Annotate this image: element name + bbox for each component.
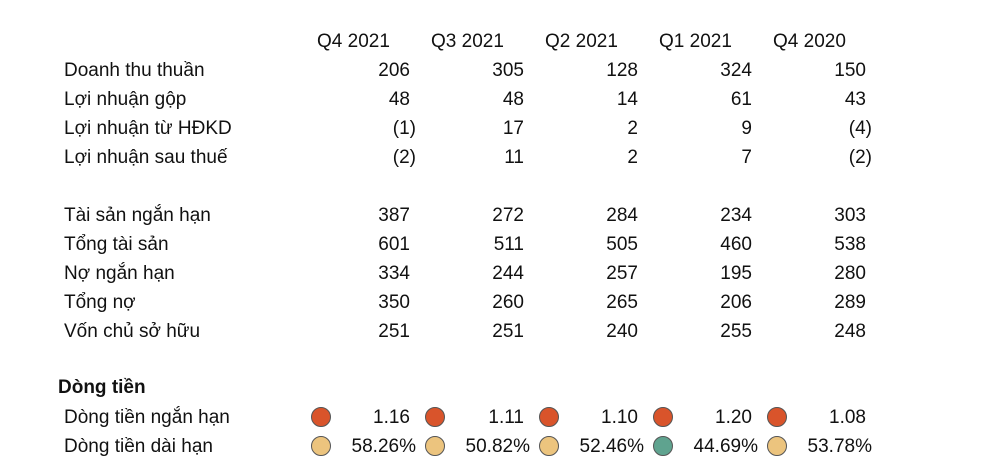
status-indicator-icon	[311, 436, 331, 456]
row-value: 305	[492, 60, 524, 81]
row-value: 324	[720, 60, 752, 81]
row-value: 251	[378, 321, 410, 342]
row-value: 272	[492, 205, 524, 226]
table-row: Tài sản ngắn hạn 387 272 284 234 303	[0, 201, 990, 230]
status-indicator-icon	[425, 436, 445, 456]
row-value: 48	[502, 89, 524, 110]
row-value: (2)	[392, 147, 416, 168]
table-row: Tổng nợ 350 260 265 206 289	[0, 288, 990, 317]
row-value: 1.08	[829, 407, 866, 428]
row-value: 244	[492, 263, 524, 284]
status-indicator-icon	[653, 436, 673, 456]
row-value: 350	[378, 292, 410, 313]
row-label: Dòng tiền ngắn hạn	[64, 407, 230, 428]
row-value: 255	[720, 321, 752, 342]
row-value: 17	[502, 118, 524, 139]
status-indicator-icon	[539, 407, 559, 427]
row-value: (4)	[848, 118, 872, 139]
row-label: Dòng tiền dài hạn	[64, 436, 213, 457]
table-row: Lợi nhuận sau thuế (2) 11 2 7 (2)	[0, 143, 990, 172]
table-row: Dòng tiền dài hạn 58.26% 50.82% 52.46% 4…	[0, 432, 990, 461]
row-value: 61	[730, 89, 752, 110]
header-row: Q4 2021 Q3 2021 Q2 2021 Q1 2021 Q4 2020	[0, 27, 990, 56]
row-value: 1.20	[715, 407, 752, 428]
row-value: 2	[627, 147, 638, 168]
row-value: 50.82%	[465, 436, 530, 457]
row-value: 303	[834, 205, 866, 226]
row-value: 128	[606, 60, 638, 81]
row-value: 195	[720, 263, 752, 284]
row-label: Tổng tài sản	[64, 234, 169, 255]
row-value: 206	[378, 60, 410, 81]
column-header: Q1 2021	[659, 31, 732, 52]
row-label: Vốn chủ sở hữu	[64, 321, 201, 342]
row-value: 48	[388, 89, 410, 110]
status-indicator-icon	[653, 407, 673, 427]
row-label: Tổng nợ	[64, 292, 136, 313]
table-row: Vốn chủ sở hữu 251 251 240 255 248	[0, 317, 990, 346]
status-indicator-icon	[767, 436, 787, 456]
row-label: Lợi nhuận sau thuế	[64, 147, 228, 168]
column-header: Q4 2021	[317, 31, 390, 52]
row-value: 150	[834, 60, 866, 81]
row-value: 334	[378, 263, 410, 284]
row-value: 11	[504, 147, 524, 168]
row-value: 58.26%	[351, 436, 416, 457]
row-value: 284	[606, 205, 638, 226]
column-header: Q3 2021	[431, 31, 504, 52]
table-row: Tổng tài sản 601 511 505 460 538	[0, 230, 990, 259]
row-value: 206	[720, 292, 752, 313]
status-indicator-icon	[425, 407, 445, 427]
status-indicator-icon	[539, 436, 559, 456]
row-label: Tài sản ngắn hạn	[64, 205, 211, 226]
row-value: 1.11	[488, 407, 524, 428]
row-value: 248	[834, 321, 866, 342]
row-value: 234	[720, 205, 752, 226]
row-value: 460	[720, 234, 752, 255]
status-indicator-icon	[767, 407, 787, 427]
row-label: Nợ ngắn hạn	[64, 263, 175, 284]
row-value: 9	[741, 118, 752, 139]
row-value: 505	[606, 234, 638, 255]
row-value: 260	[492, 292, 524, 313]
row-value: 240	[606, 321, 638, 342]
row-value: 52.46%	[579, 436, 644, 457]
row-label: Doanh thu thuần	[64, 60, 205, 81]
table-row: Doanh thu thuần 206 305 128 324 150	[0, 56, 990, 85]
table-row: Lợi nhuận gộp 48 48 14 61 43	[0, 85, 990, 114]
row-value: 251	[492, 321, 524, 342]
row-value: 2	[627, 118, 638, 139]
row-value: 257	[606, 263, 638, 284]
row-value: (2)	[848, 147, 872, 168]
row-value: 387	[378, 205, 410, 226]
row-value: 289	[834, 292, 866, 313]
row-value: 1.10	[601, 407, 638, 428]
row-label: Lợi nhuận từ HĐKD	[64, 118, 232, 139]
row-value: 1.16	[373, 407, 410, 428]
row-value: 43	[844, 89, 866, 110]
row-value: 44.69%	[693, 436, 758, 457]
table-row: Lợi nhuận từ HĐKD (1) 17 2 9 (4)	[0, 114, 990, 143]
row-label: Lợi nhuận gộp	[64, 89, 187, 110]
section-title: Dòng tiền	[58, 377, 146, 398]
row-value: 53.78%	[807, 436, 872, 457]
row-value: 511	[493, 234, 524, 255]
row-value: 14	[616, 89, 638, 110]
row-value: 265	[606, 292, 638, 313]
row-value: 7	[741, 147, 752, 168]
column-header: Q4 2020	[773, 31, 846, 52]
row-value: 601	[378, 234, 410, 255]
row-value: (1)	[392, 118, 416, 139]
column-header: Q2 2021	[545, 31, 618, 52]
table-row: Dòng tiền ngắn hạn 1.16 1.11 1.10 1.20 1…	[0, 403, 990, 432]
row-value: 538	[834, 234, 866, 255]
table-row: Nợ ngắn hạn 334 244 257 195 280	[0, 259, 990, 288]
status-indicator-icon	[311, 407, 331, 427]
row-value: 280	[834, 263, 866, 284]
